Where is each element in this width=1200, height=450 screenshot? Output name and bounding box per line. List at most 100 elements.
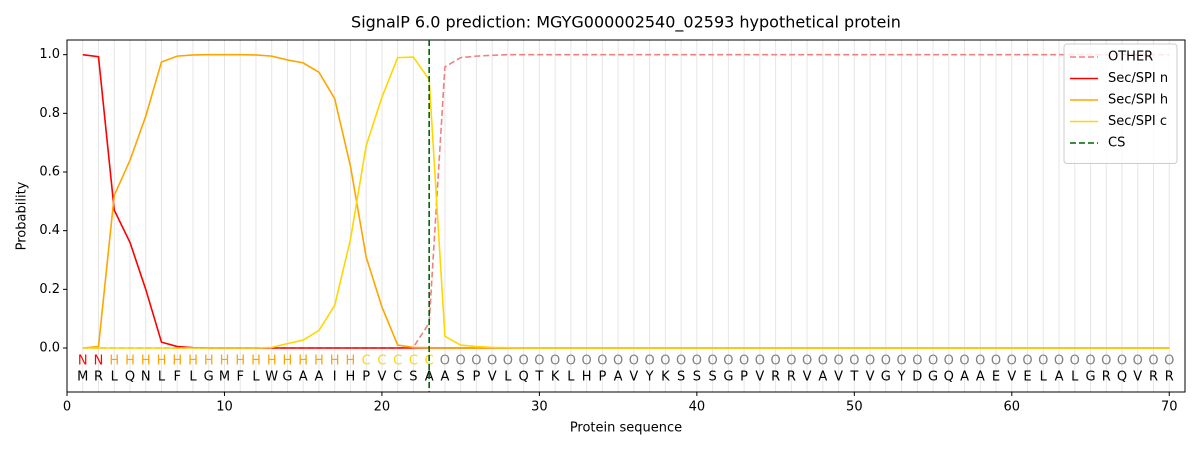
residue-label: O bbox=[770, 354, 780, 369]
residue-label: O bbox=[645, 354, 655, 369]
residue-label: O bbox=[896, 354, 906, 369]
residue-label: C bbox=[377, 354, 386, 369]
residue-label: O bbox=[928, 354, 938, 369]
series-line bbox=[82, 56, 1170, 349]
residue: Y bbox=[645, 370, 654, 385]
residue: A bbox=[976, 370, 985, 385]
residue-label: H bbox=[330, 354, 340, 369]
residue: R bbox=[1165, 370, 1174, 385]
residue: W bbox=[265, 370, 278, 385]
residue-label: C bbox=[409, 354, 418, 369]
residue: A bbox=[614, 370, 623, 385]
residue: G bbox=[282, 370, 292, 385]
residue-label: H bbox=[141, 354, 151, 369]
residue: M bbox=[77, 370, 88, 385]
x-tick-label: 20 bbox=[374, 400, 391, 415]
residue-label: H bbox=[188, 354, 198, 369]
residue-label: O bbox=[613, 354, 623, 369]
residue-label: O bbox=[739, 354, 749, 369]
residue: L bbox=[504, 370, 512, 385]
residue-label: O bbox=[1085, 354, 1095, 369]
residue: A bbox=[960, 370, 969, 385]
residue-label: O bbox=[707, 354, 717, 369]
residue-label: H bbox=[157, 354, 167, 369]
residue-label: O bbox=[660, 354, 670, 369]
legend-label: OTHER bbox=[1108, 50, 1153, 65]
residue: L bbox=[111, 370, 119, 385]
residue: F bbox=[173, 370, 180, 385]
residue-label: O bbox=[944, 354, 954, 369]
residue: V bbox=[377, 370, 386, 385]
residue-label: O bbox=[503, 354, 513, 369]
legend-label: Sec/SPI h bbox=[1108, 93, 1168, 108]
residue-label: N bbox=[94, 354, 104, 369]
residue-label: O bbox=[1038, 354, 1048, 369]
residue-label: O bbox=[519, 354, 529, 369]
residue: K bbox=[551, 370, 560, 385]
residue-label: H bbox=[220, 354, 230, 369]
x-tick-label: 10 bbox=[216, 400, 233, 415]
residue: L bbox=[567, 370, 575, 385]
residue: L bbox=[1071, 370, 1079, 385]
plot-frame bbox=[66, 39, 1186, 393]
residue-label: O bbox=[566, 354, 576, 369]
residue: L bbox=[158, 370, 166, 385]
residue: L bbox=[1040, 370, 1048, 385]
residue-label: O bbox=[959, 354, 969, 369]
residue-label: O bbox=[1070, 354, 1080, 369]
residue: F bbox=[236, 370, 243, 385]
y-tick-label: 1.0 bbox=[39, 47, 60, 62]
residue-label: O bbox=[786, 354, 796, 369]
residue-label: O bbox=[550, 354, 560, 369]
legend-label: Sec/SPI c bbox=[1108, 114, 1167, 129]
residue: R bbox=[1102, 370, 1111, 385]
residue: V bbox=[1133, 370, 1142, 385]
x-tick-label: 70 bbox=[1161, 400, 1178, 415]
residue: L bbox=[189, 370, 197, 385]
residue-label: O bbox=[456, 354, 466, 369]
residue: D bbox=[912, 370, 922, 385]
residue: S bbox=[457, 370, 465, 385]
residue-label: O bbox=[1007, 354, 1017, 369]
residue-label: O bbox=[755, 354, 765, 369]
residue-label: H bbox=[346, 354, 356, 369]
y-tick-label: 0.8 bbox=[39, 106, 60, 121]
residue: A bbox=[1055, 370, 1064, 385]
residue-label: H bbox=[204, 354, 214, 369]
residue: K bbox=[661, 370, 670, 385]
legend: OTHER Sec/SPI n Sec/SPI h Sec/SPI c CS bbox=[1063, 43, 1178, 164]
x-tick-label: 40 bbox=[689, 400, 706, 415]
residue: P bbox=[740, 370, 748, 385]
residue: Q bbox=[519, 370, 529, 385]
residue-label: O bbox=[440, 354, 450, 369]
residue: Q bbox=[1117, 370, 1127, 385]
residue-label: O bbox=[975, 354, 985, 369]
x-tick-label: 0 bbox=[63, 400, 71, 415]
legend-label: CS bbox=[1108, 136, 1125, 151]
residue-label: H bbox=[235, 354, 245, 369]
x-axis-label: Protein sequence bbox=[570, 421, 682, 436]
residue: G bbox=[204, 370, 214, 385]
residue-label: H bbox=[125, 354, 135, 369]
residue-label: O bbox=[692, 354, 702, 369]
residue-label: O bbox=[818, 354, 828, 369]
residue-label: O bbox=[597, 354, 607, 369]
residue: Q bbox=[944, 370, 954, 385]
residue: Y bbox=[897, 370, 906, 385]
residue-label: O bbox=[629, 354, 639, 369]
residue: R bbox=[94, 370, 103, 385]
residue-label: O bbox=[881, 354, 891, 369]
residue: V bbox=[755, 370, 764, 385]
y-tick-label: 0.2 bbox=[39, 282, 60, 297]
residue: A bbox=[440, 370, 449, 385]
residue: E bbox=[992, 370, 1000, 385]
residue: V bbox=[834, 370, 843, 385]
series-line bbox=[82, 53, 1170, 349]
residue-label: C bbox=[362, 354, 371, 369]
residue-label: H bbox=[172, 354, 182, 369]
residue-label: O bbox=[833, 354, 843, 369]
residue: A bbox=[818, 370, 827, 385]
residue: P bbox=[598, 370, 606, 385]
residue-label: O bbox=[676, 354, 686, 369]
